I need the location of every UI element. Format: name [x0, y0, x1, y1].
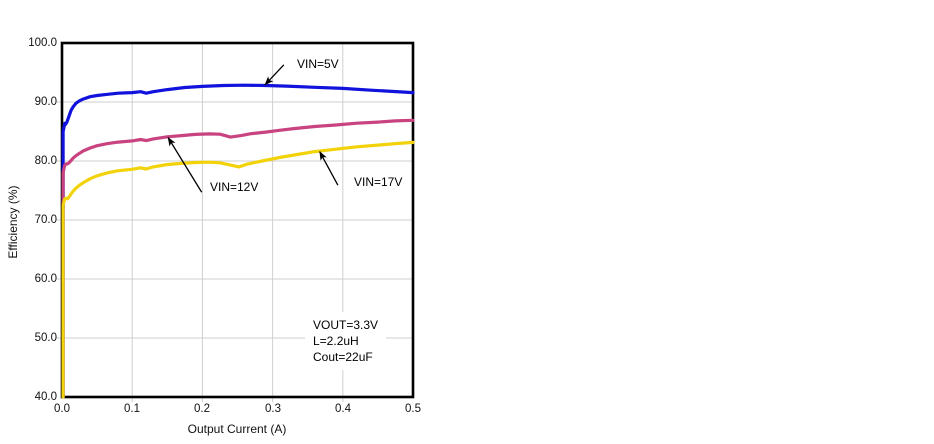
- annotation-arrow: [167, 136, 203, 193]
- note-line-inductor: L=2.2uH: [313, 334, 359, 348]
- annotation-label-vin-5v: VIN=5V: [297, 57, 339, 71]
- x-tick-label: 0.5: [405, 403, 421, 415]
- conditions-note: VOUT=3.3V L=2.2uH Cout=22uF: [305, 312, 387, 370]
- x-tick-label: 0.0: [54, 403, 70, 415]
- y-axis-title: Efficiency (%): [6, 185, 20, 259]
- x-axis-title: Output Current (A): [187, 422, 287, 436]
- x-tick-label: 0.3: [265, 403, 281, 415]
- x-tick-label: 0.4: [335, 403, 351, 415]
- annotation-arrow: [319, 151, 339, 186]
- curve-vin-17v: [61, 140, 415, 399]
- annotation-label-vin-12v: VIN=12V: [210, 180, 259, 194]
- note-line-vout: VOUT=3.3V: [313, 318, 379, 332]
- annotation-arrow: [264, 64, 285, 86]
- y-tick-label: 50.0: [34, 332, 57, 344]
- y-tick-label: 60.0: [34, 273, 57, 285]
- note-line-cout: Cout=22uF: [313, 350, 373, 364]
- curve-vin-12v: [61, 118, 415, 399]
- y-tick-label: 100.0: [28, 37, 57, 49]
- y-tick-label: 70.0: [34, 214, 57, 226]
- curve-vin-5v: [61, 83, 415, 399]
- x-tick-label: 0.1: [124, 403, 140, 415]
- y-tick-label: 40.0: [34, 391, 57, 403]
- annotation-label-vin-17v: VIN=17V: [354, 175, 403, 189]
- x-tick-label: 0.2: [194, 403, 210, 415]
- y-tick-label: 80.0: [34, 155, 57, 167]
- y-tick-label: 90.0: [34, 96, 57, 108]
